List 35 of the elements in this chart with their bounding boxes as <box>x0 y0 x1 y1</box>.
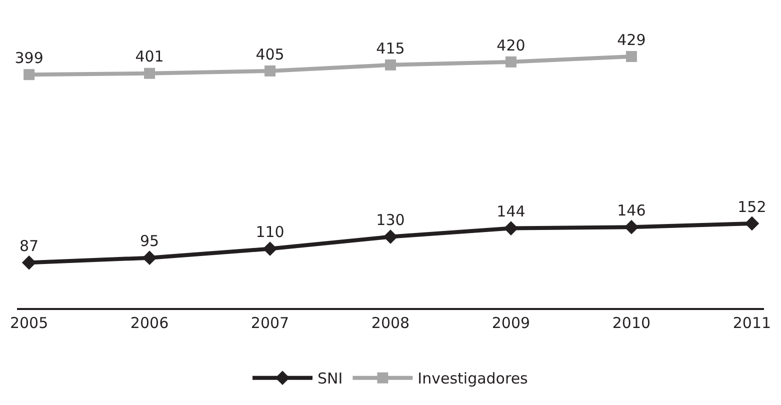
x-tick-label: 2007 <box>250 314 290 332</box>
legend-label: SNI <box>318 370 343 388</box>
point <box>24 69 35 80</box>
x-tick-label: 2006 <box>130 314 169 332</box>
data-label: 399 <box>14 48 44 67</box>
data-label: 415 <box>376 39 405 58</box>
data-label: 130 <box>376 211 405 230</box>
data-label: 146 <box>617 201 646 220</box>
data-label: 405 <box>256 45 284 64</box>
x-tick-label: 2011 <box>732 314 772 332</box>
point <box>626 50 637 62</box>
point <box>744 216 760 231</box>
data-label: 429 <box>617 30 646 49</box>
point <box>385 59 396 70</box>
point <box>505 56 516 68</box>
data-label: 144 <box>496 202 526 221</box>
point <box>22 256 36 270</box>
data-label: 110 <box>256 223 284 242</box>
data-label: 95 <box>140 232 160 250</box>
point <box>262 242 278 256</box>
data-label: 152 <box>738 198 766 216</box>
x-tick-label: 2010 <box>612 314 651 332</box>
point <box>504 221 518 236</box>
x-tick-label: 2009 <box>492 314 530 332</box>
data-label: 420 <box>496 36 526 54</box>
legend-label: Investigadores <box>418 370 528 388</box>
x-tick-label: 2008 <box>371 314 410 332</box>
point <box>144 68 156 79</box>
data-label: 87 <box>20 237 39 256</box>
data-label: 401 <box>135 48 164 66</box>
point <box>624 220 639 234</box>
point <box>383 230 398 244</box>
point <box>264 65 276 76</box>
x-tick-label: 2005 <box>10 314 48 332</box>
point <box>142 250 157 265</box>
